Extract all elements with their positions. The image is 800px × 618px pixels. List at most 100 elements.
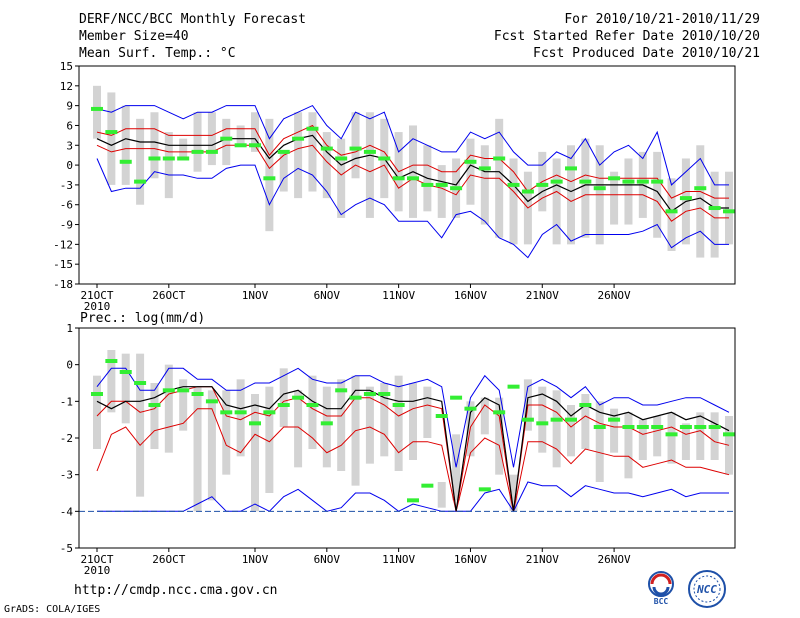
prec-ytick-label: -2 (60, 432, 73, 445)
prec-obs-mark (694, 425, 707, 429)
prec-obs-mark (608, 417, 621, 422)
temp-obs-mark (134, 179, 147, 184)
precipitation-panel: 1 0 -1 -2 -3 -4 -5 21OCT 26OCT 1NOV 6NOV 11NOV 16NOV… (60, 322, 736, 577)
prec-range-bar (193, 386, 202, 512)
temp-obs-mark (220, 136, 233, 141)
prec-obs-mark (205, 399, 218, 404)
bcc-logo-icon: BCC (648, 571, 674, 606)
temp-obs-mark (177, 156, 190, 161)
prec-obs-mark (249, 421, 261, 426)
prec-obs-mark (277, 403, 290, 407)
prec-obs-mark (119, 370, 132, 374)
ncc-logo: NCC (684, 569, 730, 609)
ncc-logo-label: NCC (696, 583, 717, 596)
temp-obs-mark (723, 209, 735, 214)
temp-range-bar (466, 138, 475, 205)
variable-label: Mean Surf. Temp.: °C (79, 46, 236, 61)
temp-range-bar (164, 132, 173, 199)
prec-range-bar (236, 379, 245, 457)
prec-range-bar (365, 386, 374, 464)
temp-range-bar (653, 151, 662, 238)
bcc-logo: BCC (642, 570, 680, 606)
prec-range-bar (150, 383, 159, 449)
prec-range-bar (610, 408, 619, 453)
temp-range-bar (107, 92, 116, 185)
temperature-panel: 15 12 9 6 3 0 -3 -6 -9 -12 -15 -18 21OCT 26OCT 1NOV 6NO… (53, 60, 736, 313)
member-size: Member Size=40 (79, 29, 189, 44)
temp-range-bar (337, 138, 346, 218)
temp-obs-mark (464, 159, 477, 164)
temp-obs-mark (593, 186, 606, 191)
temp-range-bar (322, 132, 331, 199)
prec-range-bar (509, 474, 518, 512)
prec-obs-mark (665, 432, 678, 437)
temp-range-bar (265, 118, 274, 232)
prec-obs-mark (191, 392, 204, 396)
prec-plot-frame (78, 327, 736, 549)
prec-range-bar (638, 419, 647, 460)
temp-ytick-label: -12 (53, 238, 73, 251)
prec-range-bar (265, 386, 274, 493)
prec-obs-mark (177, 388, 190, 393)
prec-min-line (97, 481, 729, 513)
temp-ytick-label: -15 (53, 258, 73, 271)
temp-spread-upper-line (96, 124, 729, 199)
temp-obs-mark (335, 156, 348, 161)
temp-obs-mark (392, 176, 405, 181)
prec-obs-mark (579, 403, 592, 407)
temp-max-line (96, 104, 729, 186)
prec-spread-lower-line (96, 408, 730, 512)
prec-range-bar (552, 390, 561, 468)
prec-obs-mark (234, 410, 247, 415)
temp-obs-mark (608, 176, 621, 181)
temp-obs-mark (679, 196, 692, 201)
prec-obs-mark (220, 410, 233, 415)
prec-obs-mark (679, 425, 692, 429)
temp-ytick-label: -3 (60, 179, 73, 192)
prec-xtick-label: 26OCT (152, 553, 185, 566)
temp-ytick-label: 6 (66, 119, 73, 132)
prec-range-bar (681, 423, 690, 460)
prec-range-bar (437, 482, 446, 508)
temp-obs-mark (191, 149, 204, 154)
temp-range-bar (179, 138, 188, 159)
prec-obs-mark (320, 421, 333, 426)
temp-obs-mark (407, 176, 419, 181)
temp-xtick-label: 1NOV (242, 289, 269, 302)
temp-xtick-label: 21OCT (80, 289, 113, 302)
prec-range-bar (308, 375, 317, 449)
prec-range-bar (164, 364, 173, 453)
temp-range-bar (581, 138, 590, 238)
prec-max-line (96, 367, 730, 468)
prec-year-label: 2010 (84, 564, 111, 577)
prec-obs-mark (723, 432, 735, 437)
temp-obs-mark (550, 179, 563, 184)
source-url[interactable]: http://cmdp.ncc.cma.gov.cn (74, 583, 278, 598)
prec-range-bar (294, 390, 303, 468)
prec-range-bar (653, 416, 662, 457)
temp-obs-mark (622, 179, 635, 184)
prec-range-bar (207, 390, 216, 501)
prec-range-bar (567, 405, 575, 457)
temp-range-bar (667, 178, 676, 251)
prec-obs-mark (550, 417, 563, 422)
temp-obs-mark (708, 206, 721, 211)
prec-range-bar (696, 412, 705, 460)
prec-obs-mark (521, 417, 534, 422)
prec-obs-mark (349, 395, 362, 400)
prec-obs-mark (464, 406, 477, 411)
temp-range-bar (480, 145, 489, 225)
temp-obs-mark (378, 156, 391, 161)
temp-obs-mark (521, 189, 534, 194)
prec-range-bar (93, 375, 101, 449)
temp-range-bar (351, 112, 360, 179)
temp-range-bar (610, 171, 619, 225)
prec-xtick-label: 21OCT (80, 553, 113, 566)
temp-xtick-label: 11NOV (382, 289, 415, 302)
temp-ytick-label: 3 (66, 139, 73, 152)
prec-ytick-label: 1 (66, 322, 73, 335)
temp-obs-mark (91, 106, 103, 111)
ncc-logo-icon: NCC (688, 570, 726, 608)
temp-min-line (96, 158, 729, 259)
temp-range-bar (365, 112, 374, 218)
